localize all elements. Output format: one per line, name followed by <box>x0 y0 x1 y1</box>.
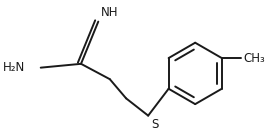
Text: CH₃: CH₃ <box>243 52 265 65</box>
Text: S: S <box>151 118 158 131</box>
Text: NH: NH <box>101 6 119 19</box>
Text: H₂N: H₂N <box>3 61 25 74</box>
